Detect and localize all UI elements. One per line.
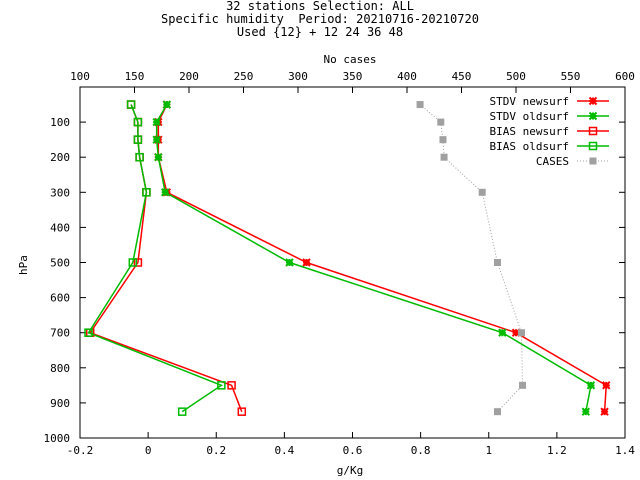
data-point [511,328,521,337]
data-point [126,100,136,109]
data-point [142,188,151,197]
series-line [89,104,243,412]
y-tick-label: 1000 [44,432,71,445]
data-point [154,152,163,162]
legend-entry: STDV oldsurf [490,110,609,123]
y-tick-label: 900 [50,397,70,410]
series-1 [152,100,596,416]
x2-tick-label: 500 [506,70,526,83]
y-tick-label: 700 [50,327,70,340]
chart-title-line-2: Specific humidity Period: 20210716-20210… [161,12,479,26]
series-3 [84,100,226,416]
legend-label: CASES [536,155,569,168]
data-point [160,188,170,197]
y-tick-label: 600 [50,292,70,305]
legend-entry: BIAS oldsurf [490,140,609,153]
x-axis-label: g/Kg [337,464,364,477]
data-point [135,152,144,162]
data-point [439,136,447,144]
data-point [152,135,161,144]
series-2 [85,100,247,416]
data-point [152,117,161,127]
data-point [416,101,424,109]
data-point [478,188,486,196]
x-tick-label: 0.6 [343,444,363,457]
data-point [440,153,448,161]
data-point [586,381,596,390]
x2-tick-label: 450 [452,70,472,83]
x2-tick-label: 550 [561,70,581,83]
data-point [177,407,187,416]
data-point [162,100,172,109]
data-point [237,407,247,416]
data-point [498,328,507,337]
y-tick-label: 400 [50,221,70,234]
x2-tick-label: 250 [234,70,254,83]
x2-tick-label: 300 [288,70,308,83]
x-tick-label: 0.8 [411,444,431,457]
x-tick-label: 0.2 [206,444,226,457]
data-point [227,381,236,390]
data-point [519,381,527,389]
data-point [84,328,93,337]
y-tick-label: 800 [50,362,70,375]
data-point [581,407,591,416]
data-point [302,258,311,267]
chart-title-line-1: 32 stations Selection: ALL [226,0,414,13]
x2-tick-label: 150 [125,70,145,83]
data-point [285,258,294,267]
legend-label: BIAS oldsurf [490,140,569,153]
data-point [602,381,611,390]
y-tick-label: 100 [50,116,70,129]
legend-label: STDV oldsurf [490,110,569,123]
legend-marker [589,157,597,165]
x2-tick-label: 600 [615,70,635,83]
legend-label: STDV newsurf [490,95,569,108]
legend-label: BIAS newsurf [490,125,569,138]
x-tick-label: -0.2 [67,444,94,457]
legend-marker [588,126,598,136]
x-tick-label: 0 [145,444,152,457]
x2-axis-label: No cases [324,53,377,66]
y-tick-label: 500 [50,257,70,270]
data-point [133,135,143,144]
legend-marker [588,96,598,106]
x2-tick-label: 350 [343,70,363,83]
data-point [133,117,143,127]
y-tick-label: 300 [50,186,70,199]
legend-entry: CASES [536,155,609,168]
y-axis-label: hPa [17,255,30,275]
data-point [517,329,525,337]
x-tick-label: 1 [485,444,492,457]
data-point [493,259,501,266]
y-tick-label: 200 [50,151,70,164]
series-line [87,104,223,413]
x2-tick-label: 100 [70,70,90,83]
legend-entry: BIAS newsurf [490,125,609,138]
data-point [493,408,501,416]
legend-marker [588,111,598,121]
data-point [217,381,226,390]
data-point [128,258,138,267]
series-4 [416,101,527,416]
x2-tick-label: 200 [179,70,199,83]
legend-entry: STDV newsurf [490,95,609,108]
x-tick-label: 0.4 [274,444,294,457]
x2-tick-label: 400 [397,70,417,83]
data-point [437,118,445,126]
legend-marker [588,141,598,151]
data-point [600,407,609,416]
x-tick-label: 1.4 [615,444,635,457]
data-point [133,258,143,267]
chart-title-line-3: Used {12} + 12 24 36 48 [236,25,404,39]
x-tick-label: 1.2 [547,444,567,457]
